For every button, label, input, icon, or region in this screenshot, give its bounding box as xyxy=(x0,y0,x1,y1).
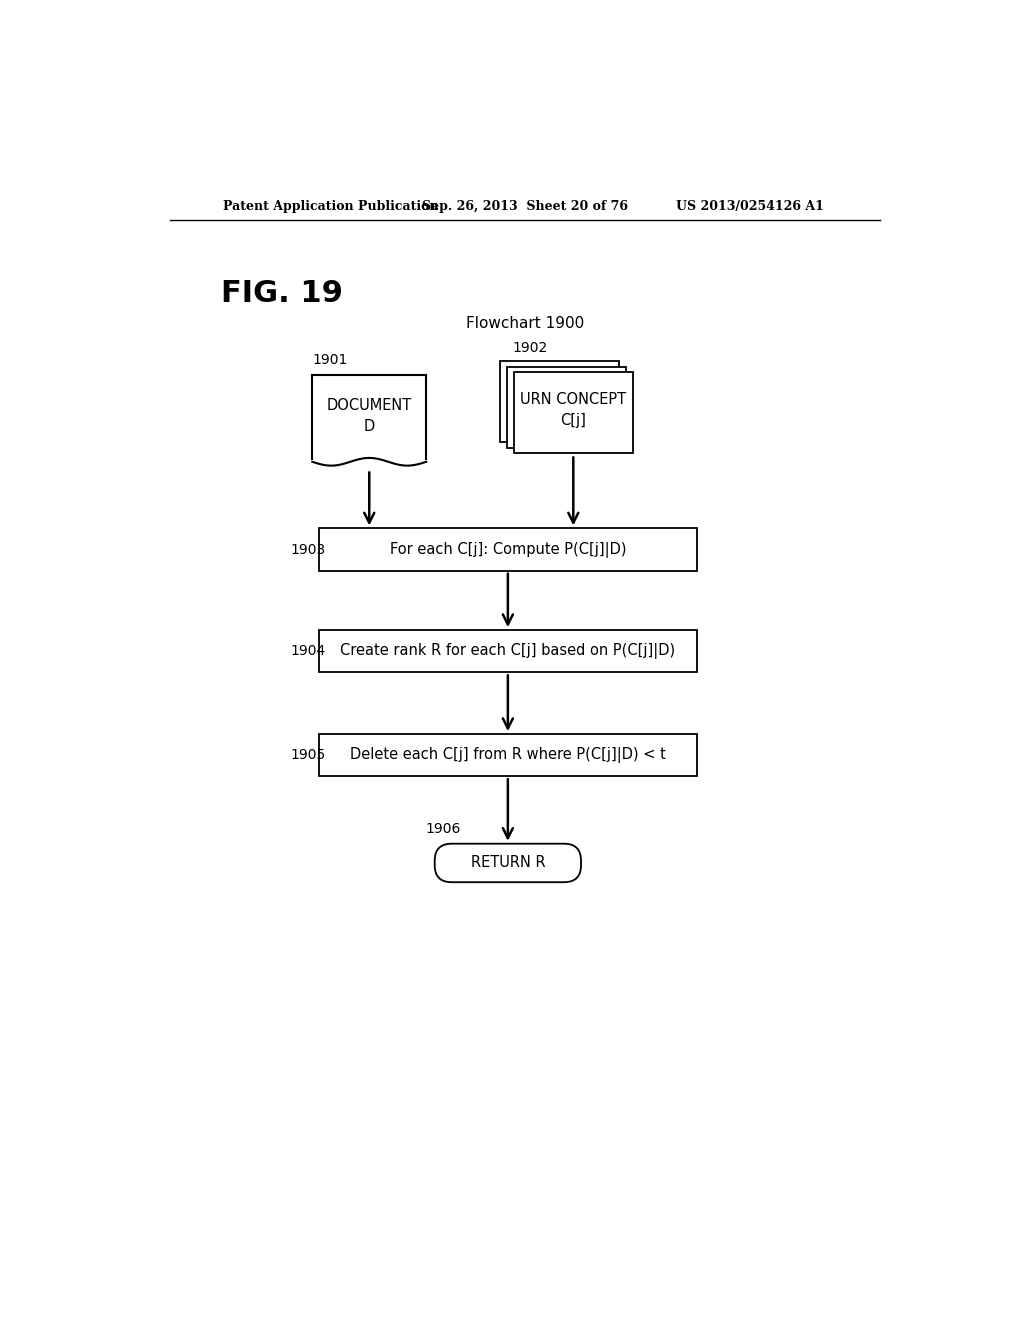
Text: 1901: 1901 xyxy=(312,352,348,367)
Text: 1905: 1905 xyxy=(290,748,326,762)
Text: Flowchart 1900: Flowchart 1900 xyxy=(466,317,584,331)
FancyBboxPatch shape xyxy=(500,362,620,442)
Text: Create rank R for each C[j] based on P(C[j]|D): Create rank R for each C[j] based on P(C… xyxy=(340,643,676,659)
FancyBboxPatch shape xyxy=(514,372,633,453)
FancyBboxPatch shape xyxy=(319,528,696,570)
Text: 1903: 1903 xyxy=(290,543,326,557)
Text: 1906: 1906 xyxy=(425,822,461,836)
Text: For each C[j]: Compute P(C[j]|D): For each C[j]: Compute P(C[j]|D) xyxy=(389,541,626,557)
FancyBboxPatch shape xyxy=(319,630,696,672)
Text: URN CONCEPT
C[j]: URN CONCEPT C[j] xyxy=(520,392,627,428)
Text: 1904: 1904 xyxy=(290,644,326,659)
Text: 1902: 1902 xyxy=(512,341,548,355)
Text: Delete each C[j] from R where P(C[j]|D) < t: Delete each C[j] from R where P(C[j]|D) … xyxy=(350,747,666,763)
FancyBboxPatch shape xyxy=(319,734,696,776)
FancyBboxPatch shape xyxy=(507,367,626,447)
Polygon shape xyxy=(312,375,426,466)
Text: Patent Application Publication: Patent Application Publication xyxy=(223,199,438,213)
Text: FIG. 19: FIG. 19 xyxy=(221,279,343,308)
FancyBboxPatch shape xyxy=(435,843,581,882)
Text: Sep. 26, 2013  Sheet 20 of 76: Sep. 26, 2013 Sheet 20 of 76 xyxy=(422,199,628,213)
Text: US 2013/0254126 A1: US 2013/0254126 A1 xyxy=(676,199,823,213)
Text: RETURN R: RETURN R xyxy=(471,855,545,870)
Text: DOCUMENT
D: DOCUMENT D xyxy=(327,399,412,434)
